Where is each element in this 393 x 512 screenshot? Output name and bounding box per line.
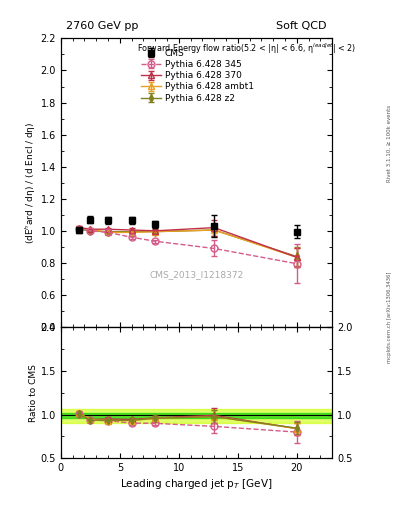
Text: 2760 GeV pp: 2760 GeV pp	[66, 21, 139, 31]
Text: CMS_2013_I1218372: CMS_2013_I1218372	[149, 270, 244, 280]
Text: mcplots.cern.ch [arXiv:1306.3436]: mcplots.cern.ch [arXiv:1306.3436]	[387, 272, 392, 363]
Text: Soft QCD: Soft QCD	[276, 21, 327, 31]
X-axis label: Leading charged jet p$_T$ [GeV]: Leading charged jet p$_T$ [GeV]	[120, 477, 273, 492]
Legend: CMS, Pythia 6.428 345, Pythia 6.428 370, Pythia 6.428 ambt1, Pythia 6.428 z2: CMS, Pythia 6.428 345, Pythia 6.428 370,…	[141, 49, 254, 103]
Y-axis label: Ratio to CMS: Ratio to CMS	[29, 364, 38, 421]
Text: Rivet 3.1.10, ≥ 100k events: Rivet 3.1.10, ≥ 100k events	[387, 105, 392, 182]
Text: Forward Energy flow ratio(5.2 < |η| < 6.6, η$^{leadjet}$| < 2): Forward Energy flow ratio(5.2 < |η| < 6.…	[137, 41, 356, 56]
Y-axis label: (dE$^{h}$ard / dη) / (d Encl / dη): (dE$^{h}$ard / dη) / (d Encl / dη)	[23, 121, 38, 244]
